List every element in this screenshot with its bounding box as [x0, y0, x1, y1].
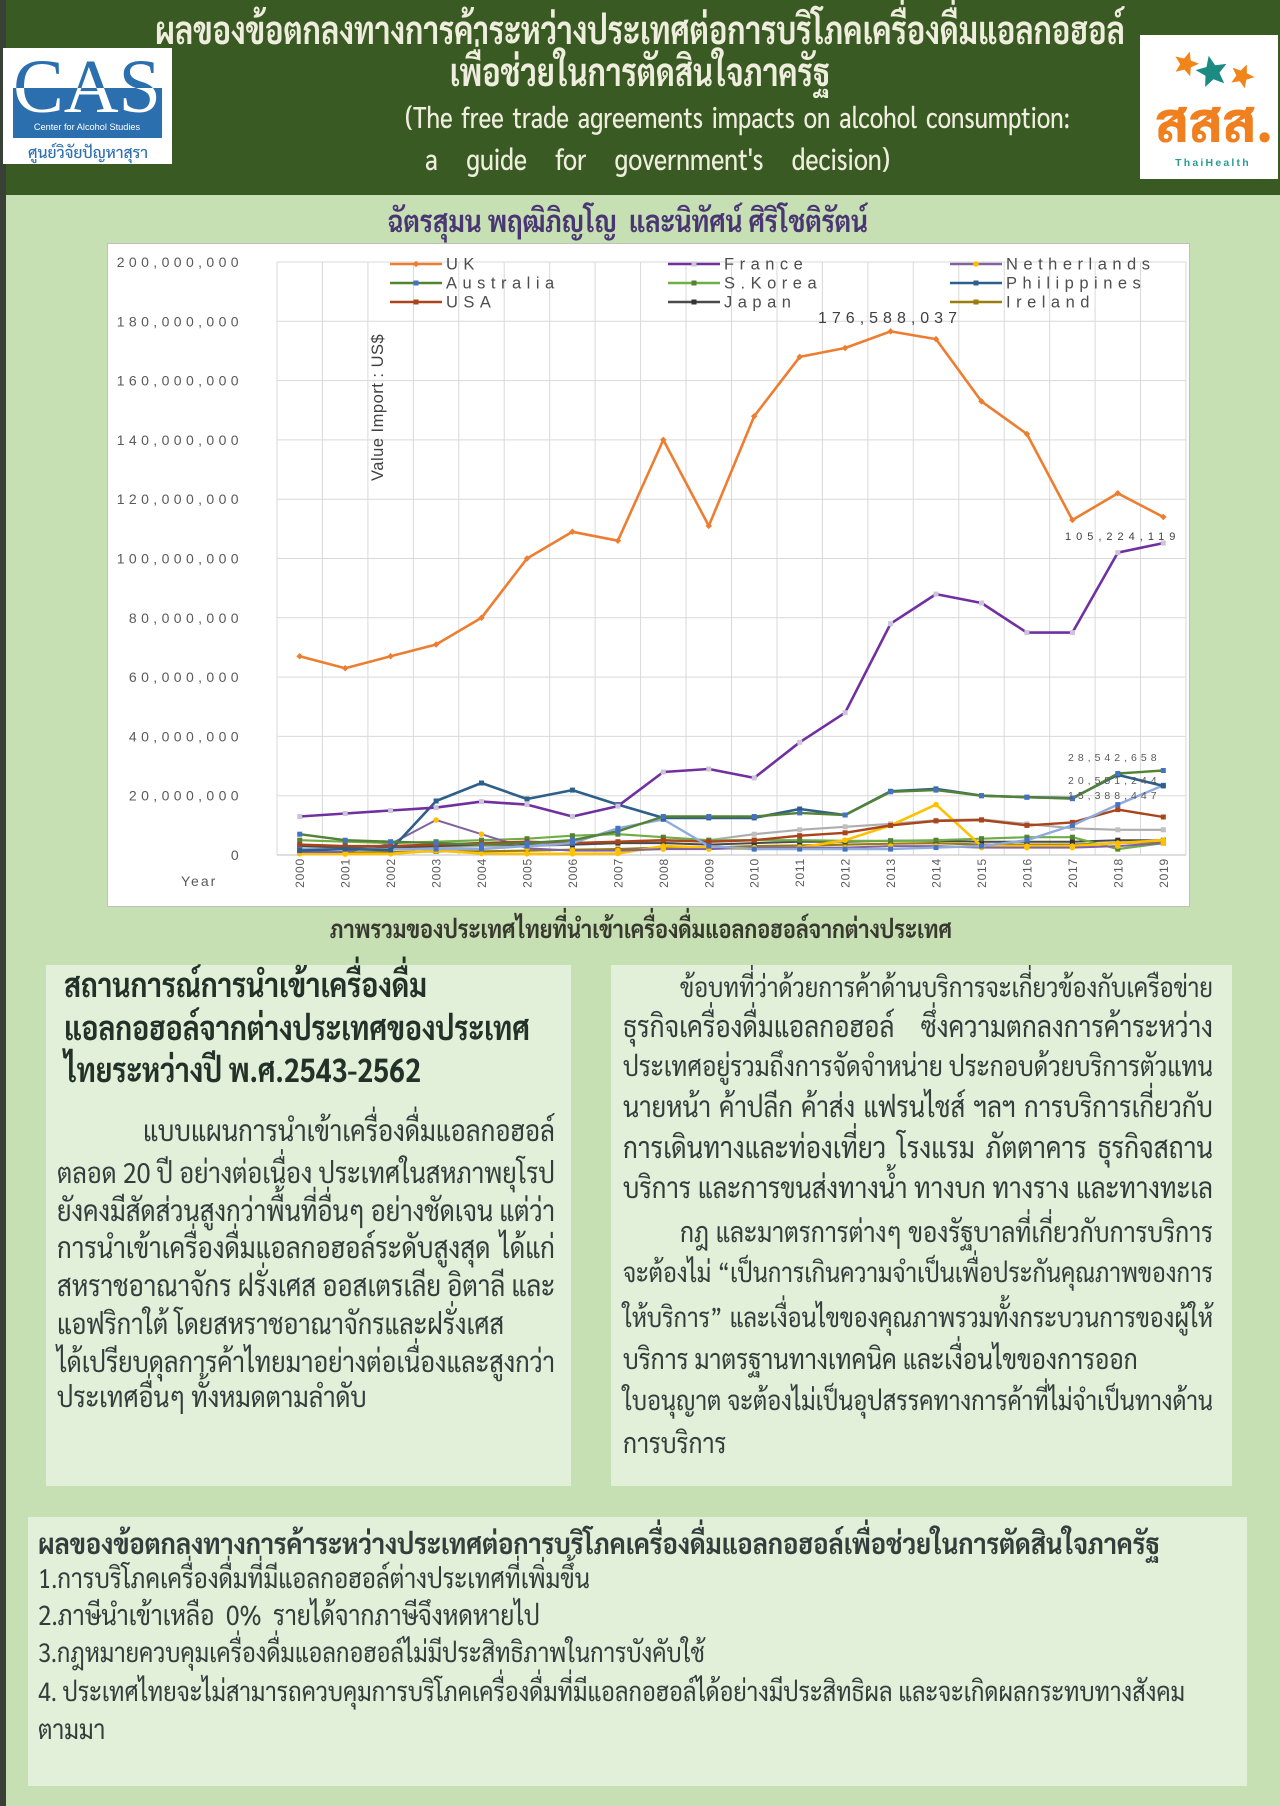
svg-text:140,000,000: 140,000,000 — [117, 432, 243, 448]
svg-text:2017: 2017 — [1066, 858, 1080, 888]
svg-text:2004: 2004 — [475, 858, 489, 888]
svg-text:2015: 2015 — [975, 858, 989, 888]
svg-text:2011: 2011 — [793, 858, 807, 887]
svg-text:2014: 2014 — [930, 858, 944, 888]
svg-text:Value Import : US$: Value Import : US$ — [369, 334, 387, 481]
svg-text:2006: 2006 — [566, 858, 580, 888]
svg-text:28,542,658: 28,542,658 — [1068, 752, 1161, 764]
svg-text:2009: 2009 — [702, 858, 716, 888]
svg-text:0: 0 — [231, 847, 243, 863]
svg-text:100,000,000: 100,000,000 — [117, 551, 243, 567]
svg-text:2001: 2001 — [339, 858, 353, 888]
svg-text:UK: UK — [446, 256, 480, 274]
svg-text:CAS: CAS — [13, 45, 161, 129]
svg-text:20,000,000: 20,000,000 — [129, 788, 243, 804]
svg-text:2018: 2018 — [1111, 858, 1125, 888]
svg-text:2003: 2003 — [430, 858, 444, 888]
svg-text:Year: Year — [181, 873, 217, 889]
svg-text:2019: 2019 — [1157, 858, 1171, 888]
svg-text:60,000,000: 60,000,000 — [129, 669, 243, 685]
svg-text:120,000,000: 120,000,000 — [117, 491, 243, 507]
svg-text:CAS: CAS — [13, 45, 161, 129]
svg-text:France: France — [724, 256, 808, 274]
svg-text:2016: 2016 — [1020, 858, 1034, 888]
svg-text:Australia: Australia — [446, 275, 560, 293]
svg-text:15,388,447: 15,388,447 — [1068, 790, 1161, 802]
svg-text:176,588,037: 176,588,037 — [818, 310, 962, 327]
svg-text:200,000,000: 200,000,000 — [117, 254, 243, 270]
svg-text:2013: 2013 — [884, 858, 898, 888]
svg-text:105,224,119: 105,224,119 — [1065, 531, 1180, 543]
svg-text:Ireland: Ireland — [1006, 294, 1095, 312]
svg-text:160,000,000: 160,000,000 — [117, 373, 243, 389]
svg-text:2008: 2008 — [657, 858, 671, 888]
svg-text:2010: 2010 — [748, 858, 762, 888]
svg-text:Japan: Japan — [724, 294, 796, 312]
svg-text:80,000,000: 80,000,000 — [129, 610, 243, 626]
svg-text:2007: 2007 — [611, 858, 625, 888]
svg-text:Center for Alcohol Studies: Center for Alcohol Studies — [34, 122, 141, 132]
svg-text:ThaiHealth: ThaiHealth — [1175, 157, 1251, 169]
svg-text:2005: 2005 — [521, 858, 535, 888]
svg-text:20,551,244: 20,551,244 — [1068, 775, 1161, 787]
svg-text:Philippines: Philippines — [1006, 275, 1146, 293]
svg-text:USA: USA — [446, 294, 496, 312]
svg-text:2012: 2012 — [839, 858, 853, 888]
svg-text:Netherlands: Netherlands — [1006, 256, 1155, 274]
svg-text:40,000,000: 40,000,000 — [129, 728, 243, 744]
svg-text:2000: 2000 — [293, 858, 307, 888]
svg-text:2002: 2002 — [384, 858, 398, 888]
svg-text:S.Korea: S.Korea — [724, 275, 822, 293]
svg-text:180,000,000: 180,000,000 — [117, 313, 243, 329]
